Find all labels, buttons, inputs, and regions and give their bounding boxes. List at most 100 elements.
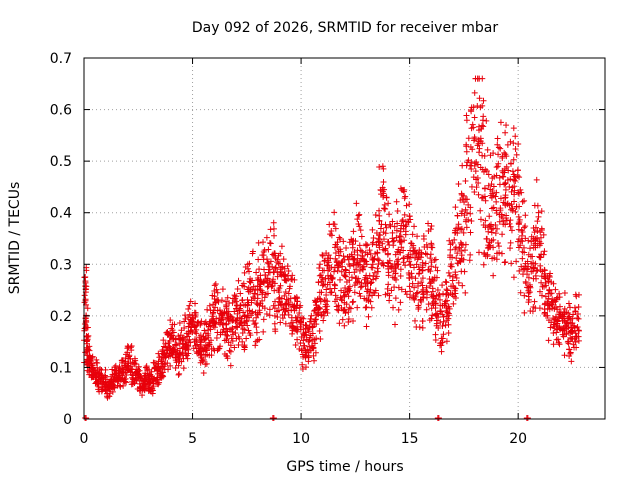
data-point [318,289,325,296]
data-point [285,307,292,314]
data-point [465,135,472,142]
data-point [508,160,515,167]
data-point [102,366,109,373]
data-point [254,291,261,298]
data-point [474,142,481,149]
data-point [276,285,283,292]
data-point [142,370,149,377]
data-point [185,346,192,353]
data-point [477,207,484,214]
data-point [316,328,323,335]
data-point [289,272,296,279]
data-point [390,268,397,275]
data-point [176,370,183,377]
data-point [82,274,89,281]
data-point [362,283,369,290]
data-point [411,254,418,261]
data-point [442,300,449,307]
data-point [430,277,437,284]
data-point [121,376,128,383]
data-point [451,236,458,243]
data-point [361,295,368,302]
data-point [157,365,164,372]
data-point [346,269,353,276]
data-point [316,264,323,271]
data-point [495,160,502,167]
data-point [554,306,561,313]
data-point [407,288,414,295]
data-point [517,186,524,193]
data-point [481,185,488,192]
data-point [536,288,543,295]
data-point [244,296,251,303]
data-point [493,164,500,171]
data-point [454,230,461,237]
data-point [490,204,497,211]
data-point [478,126,485,133]
y-tick-label: 0.2 [50,309,72,325]
data-point [221,309,228,316]
data-point [552,313,559,320]
data-point [428,259,435,266]
data-point [252,320,259,327]
data-point [338,296,345,303]
data-point [334,239,341,246]
data-point [440,318,447,325]
data-point [427,251,434,258]
data-point [224,355,231,362]
data-point [223,303,230,310]
data-point [386,211,393,218]
data-point [469,121,476,128]
data-point [219,313,226,320]
data-point [337,246,344,253]
data-point [518,189,525,196]
data-point [341,322,348,329]
data-point [462,177,469,184]
data-point [212,281,219,288]
data-point [484,146,491,153]
data-point [345,256,352,263]
data-point [285,267,292,274]
data-point [181,343,188,350]
data-point [349,299,356,306]
data-point [89,353,96,360]
data-point [167,362,174,369]
data-point [369,226,376,233]
data-point [213,334,220,341]
data-point [164,329,171,336]
data-point [409,280,416,287]
data-point [320,309,327,316]
data-point [343,245,350,252]
data-point [459,242,466,249]
data-point [436,291,443,298]
data-point [532,260,539,267]
data-point [338,259,345,266]
data-point [510,156,517,163]
data-point [490,150,497,157]
data-point [328,232,335,239]
data-point [432,264,439,271]
data-point [116,375,123,382]
data-point [397,299,404,306]
data-point [353,200,360,207]
data-point [495,151,502,158]
data-point [383,194,390,201]
data-point [275,307,282,314]
data-point [127,344,134,351]
data-point [452,295,459,302]
data-point [316,295,323,302]
data-point [181,324,188,331]
data-point [373,241,380,248]
data-point [81,292,88,299]
data-point [556,303,563,310]
data-point [515,140,522,147]
data-point [429,244,436,251]
data-point [259,289,266,296]
data-point [300,342,307,349]
data-point [444,309,451,316]
data-point [93,359,100,366]
data-point [556,314,563,321]
data-point [391,284,398,291]
data-point [443,297,450,304]
data-point [397,272,404,279]
